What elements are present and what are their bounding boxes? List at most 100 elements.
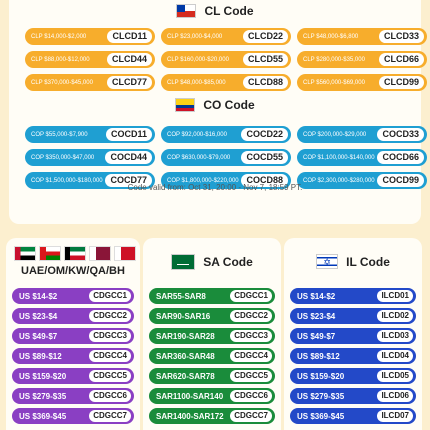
coupon-code[interactable]: COCD22 — [241, 128, 288, 141]
il-title: IL Code — [346, 254, 390, 269]
coupon-code[interactable]: CLCD44 — [106, 53, 152, 66]
coupon-card[interactable]: US $49-$7 ILCD03 — [290, 328, 416, 344]
coupon-card[interactable]: SAR190-SAR28 CDGCC3 — [149, 328, 275, 344]
coupon-range: COP $55,000-$7,900 — [31, 131, 88, 138]
coupon-code[interactable]: CLCD66 — [378, 53, 424, 66]
coupon-range: SAR1100-SAR140 — [156, 391, 224, 401]
coupon-card[interactable]: US $89-$12 ILCD04 — [290, 348, 416, 364]
coupon-card[interactable]: US $49-$7 CDGCC3 — [12, 328, 134, 344]
coupon-card[interactable]: CLP $14,000-$2,000 CLCD11 — [25, 28, 155, 45]
coupon-code[interactable]: COCD33 — [377, 128, 424, 141]
coupon-card[interactable]: COP $92,000-$16,000 COCD22 — [161, 126, 291, 143]
qatar-flag-icon — [89, 246, 111, 261]
gulf-flags — [14, 246, 136, 261]
coupon-code[interactable]: CDGCC3 — [230, 330, 272, 342]
coupon-card[interactable]: COP $200,000-$29,000 COCD33 — [297, 126, 427, 143]
co-coupon-grid: COP $55,000-$7,900 COCD11 COP $92,000-$16… — [25, 126, 427, 189]
coupon-code[interactable]: ILCD02 — [377, 310, 413, 322]
coupon-card[interactable]: CLP $370,000-$45,000 CLCD77 — [25, 74, 155, 91]
coupon-code[interactable]: ILCD06 — [377, 390, 413, 402]
coupon-range: CLP $48,000-$85,000 — [167, 79, 226, 86]
coupon-card[interactable]: COP $1,100,000-$140,000 COCD66 — [297, 149, 427, 166]
coupon-code[interactable]: CDGCC6 — [230, 390, 272, 402]
coupon-code[interactable]: CLCD88 — [242, 76, 288, 89]
coupon-card[interactable]: US $14-$2 ILCD01 — [290, 288, 416, 304]
coupon-card[interactable]: US $369-$45 CDGCC7 — [12, 408, 134, 424]
coupon-code[interactable]: COCD44 — [105, 151, 152, 164]
coupon-card[interactable]: COP $55,000-$7,900 COCD11 — [25, 126, 155, 143]
coupon-code[interactable]: CDGCC1 — [89, 290, 131, 302]
coupon-code[interactable]: CDGCC7 — [89, 410, 131, 422]
coupon-code[interactable]: ILCD01 — [377, 290, 413, 302]
coupon-card[interactable]: CLP $48,000-$6,800 CLCD33 — [297, 28, 427, 45]
coupon-code[interactable]: CDGCC2 — [230, 310, 272, 322]
coupon-range: COP $630,000-$79,000 — [167, 154, 231, 161]
coupon-card[interactable]: COP $350,000-$47,000 COCD44 — [25, 149, 155, 166]
coupon-code[interactable]: CDGCC5 — [230, 370, 272, 382]
coupon-card[interactable]: COP $2,300,000-$280,000 COCD99 — [297, 172, 427, 189]
coupon-code[interactable]: COCD55 — [241, 151, 288, 164]
coupon-range: CLP $160,000-$20,000 — [167, 56, 229, 63]
coupon-range: COP $1,800,000-$220,000 — [167, 177, 239, 184]
coupon-code[interactable]: CDGCC3 — [89, 330, 131, 342]
coupon-card[interactable]: US $369-$45 ILCD07 — [290, 408, 416, 424]
coupon-code[interactable]: CLCD11 — [107, 30, 152, 43]
coupon-range: US $14-$2 — [19, 291, 58, 301]
coupon-card[interactable]: CLP $160,000-$20,000 CLCD55 — [161, 51, 291, 68]
coupon-card[interactable]: US $23-$4 ILCD02 — [290, 308, 416, 324]
coupon-code[interactable]: CDGCC6 — [89, 390, 131, 402]
coupon-card[interactable]: SAR55-SAR8 CDGCC1 — [149, 288, 275, 304]
coupon-code[interactable]: CDGCC2 — [89, 310, 131, 322]
coupon-card[interactable]: CLP $280,000-$35,000 CLCD66 — [297, 51, 427, 68]
coupon-card[interactable]: US $279-$35 CDGCC6 — [12, 388, 134, 404]
coupon-code[interactable]: COCD66 — [377, 151, 424, 164]
coupon-code[interactable]: COCD11 — [105, 128, 152, 141]
coupon-card[interactable]: COP $1,800,000-$220,000 COCD88 — [161, 172, 291, 189]
coupon-code[interactable]: COCD77 — [105, 174, 152, 187]
coupon-card[interactable]: US $89-$12 CDGCC4 — [12, 348, 134, 364]
coupon-code[interactable]: CDGCC5 — [89, 370, 131, 382]
coupon-card[interactable]: SAR90-SAR16 CDGCC2 — [149, 308, 275, 324]
coupon-card[interactable]: US $23-$4 CDGCC2 — [12, 308, 134, 324]
coupon-code[interactable]: CDGCC4 — [230, 350, 272, 362]
coupon-code[interactable]: CDGCC4 — [89, 350, 131, 362]
coupon-card[interactable]: SAR1100-SAR140 CDGCC6 — [149, 388, 275, 404]
coupon-code[interactable]: COCD88 — [241, 174, 288, 187]
coupon-code[interactable]: CLCD55 — [242, 53, 288, 66]
coupon-code[interactable]: ILCD04 — [377, 350, 413, 362]
coupon-card[interactable]: SAR620-SAR78 CDGCC5 — [149, 368, 275, 384]
coupon-card[interactable]: CLP $88,000-$12,000 CLCD44 — [25, 51, 155, 68]
coupon-card[interactable]: COP $630,000-$79,000 COCD55 — [161, 149, 291, 166]
coupon-card[interactable]: COP $1,500,000-$180,000 COCD77 — [25, 172, 155, 189]
coupon-card[interactable]: US $159-$20 ILCD05 — [290, 368, 416, 384]
sa-codes-panel: SA Code SAR55-SAR8 CDGCC1 SAR90-SAR16 CDGC… — [143, 238, 281, 430]
coupon-code[interactable]: ILCD07 — [377, 410, 413, 422]
bahrain-flag-icon — [114, 246, 136, 261]
coupon-code[interactable]: COCD99 — [377, 174, 424, 187]
colombia-flag-icon — [175, 98, 196, 112]
coupon-range: CLP $48,000-$6,800 — [303, 33, 359, 40]
coupon-code[interactable]: ILCD03 — [377, 330, 413, 342]
coupon-card[interactable]: US $14-$2 CDGCC1 — [12, 288, 134, 304]
coupon-card[interactable]: SAR360-SAR48 CDGCC4 — [149, 348, 275, 364]
coupon-code[interactable]: CDGCC7 — [230, 410, 272, 422]
coupon-code[interactable]: CLCD22 — [242, 30, 288, 43]
coupon-card[interactable]: US $159-$20 CDGCC5 — [12, 368, 134, 384]
coupon-card[interactable]: CLP $23,000-$4,000 CLCD22 — [161, 28, 291, 45]
coupon-card[interactable]: CLP $560,000-$69,000 CLCD99 — [297, 74, 427, 91]
coupon-code[interactable]: ILCD05 — [377, 370, 413, 382]
coupon-range: US $23-$4 — [297, 311, 336, 321]
coupon-range: SAR90-SAR16 — [156, 311, 211, 321]
cl-coupon-grid: CLP $14,000-$2,000 CLCD11 CLP $23,000-$4,… — [25, 28, 427, 91]
coupon-card[interactable]: SAR1400-SAR172 CDGCC7 — [149, 408, 275, 424]
coupon-range: CLP $88,000-$12,000 — [31, 56, 90, 63]
coupon-code[interactable]: CDGCC1 — [230, 290, 272, 302]
coupon-card[interactable]: CLP $48,000-$85,000 CLCD88 — [161, 74, 291, 91]
coupon-card[interactable]: US $279-$35 ILCD06 — [290, 388, 416, 404]
saudi-flag-icon — [171, 254, 196, 270]
coupon-range: COP $350,000-$47,000 — [31, 154, 95, 161]
coupon-code[interactable]: CLCD33 — [378, 30, 424, 43]
coupon-code[interactable]: CLCD77 — [106, 76, 152, 89]
coupon-code[interactable]: CLCD99 — [378, 76, 424, 89]
latam-codes-panel: CL Code CLP $14,000-$2,000 CLCD11 CLP $23… — [9, 0, 427, 224]
